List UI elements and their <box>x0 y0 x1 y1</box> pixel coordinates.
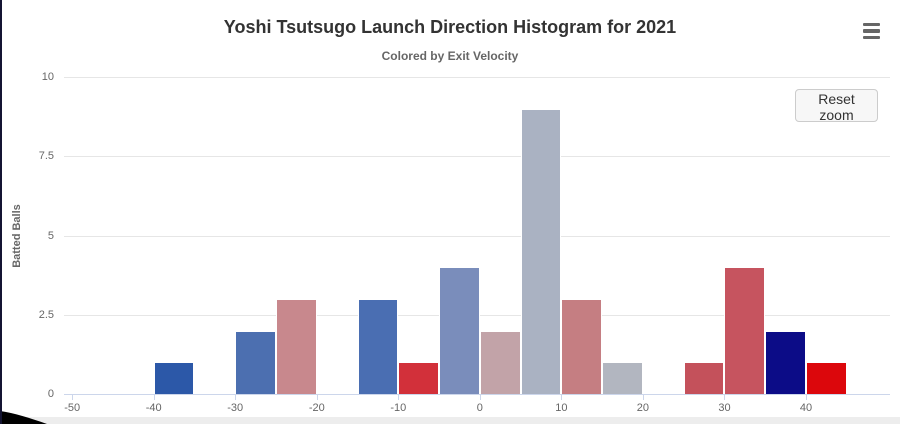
reset-zoom-button[interactable]: Reset zoom <box>795 89 878 123</box>
histogram-bar[interactable] <box>479 330 521 394</box>
histogram-bar[interactable] <box>439 267 480 394</box>
hamburger-bar <box>863 23 880 27</box>
y-axis-tick-label: 10 <box>41 71 54 83</box>
y-axis-tick-label: 7.5 <box>38 150 54 163</box>
y-gridline <box>64 235 890 237</box>
histogram-bar[interactable] <box>724 267 766 394</box>
x-axis-tick <box>479 395 481 400</box>
x-axis-tick <box>398 395 400 400</box>
histogram-bar[interactable] <box>357 298 399 394</box>
y-axis-tick-label: 5 <box>47 229 54 242</box>
x-axis-line <box>64 394 890 395</box>
x-axis-tick-label: -10 <box>390 402 407 414</box>
chart-subtitle: Colored by Exit Velocity <box>381 49 519 63</box>
x-axis-tick <box>153 395 155 400</box>
x-axis-tick-label: -50 <box>64 402 81 414</box>
x-axis-tick <box>561 395 563 400</box>
x-axis-tick <box>316 395 318 400</box>
chart-title: Yoshi Tsutsugo Launch Direction Histogra… <box>223 17 677 37</box>
x-axis-tick <box>642 395 644 400</box>
y-gridline <box>64 156 890 158</box>
histogram-bar[interactable] <box>276 298 317 394</box>
x-axis-tick-label: -20 <box>308 402 325 414</box>
hamburger-bar <box>863 29 880 33</box>
histogram-bar[interactable] <box>602 362 643 394</box>
bottom-left-artifact <box>0 411 47 424</box>
histogram-bar[interactable] <box>561 298 603 394</box>
hamburger-menu-icon[interactable] <box>863 23 881 39</box>
bottom-shadow-band <box>0 417 900 424</box>
histogram-bar[interactable] <box>398 362 440 394</box>
x-axis-tick-label: -40 <box>145 402 162 414</box>
histogram-bar[interactable] <box>765 330 806 394</box>
x-axis-tick-label: 10 <box>555 402 568 414</box>
x-axis-tick-label: -30 <box>227 402 244 414</box>
histogram-bar[interactable] <box>235 330 276 394</box>
hamburger-bar <box>863 35 880 39</box>
y-axis-tick-label: 0 <box>47 388 54 400</box>
x-axis-tick <box>724 395 726 400</box>
histogram-bar[interactable] <box>683 362 725 394</box>
x-axis-tick-label: 30 <box>718 402 731 414</box>
x-axis-tick <box>72 395 74 400</box>
x-axis-tick-label: 40 <box>799 402 813 414</box>
x-axis-tick-label: 0 <box>476 402 483 414</box>
histogram-bar[interactable] <box>806 362 847 394</box>
histogram-bar[interactable] <box>153 362 195 394</box>
screen-left-edge-artifact <box>0 0 2 424</box>
histogram-bar[interactable] <box>520 108 562 394</box>
y-axis-tick-label: 2.5 <box>38 308 54 321</box>
x-axis-tick <box>806 395 807 400</box>
x-axis-tick-label: 20 <box>636 402 650 414</box>
y-gridline <box>64 77 890 78</box>
x-axis-tick <box>235 395 237 400</box>
